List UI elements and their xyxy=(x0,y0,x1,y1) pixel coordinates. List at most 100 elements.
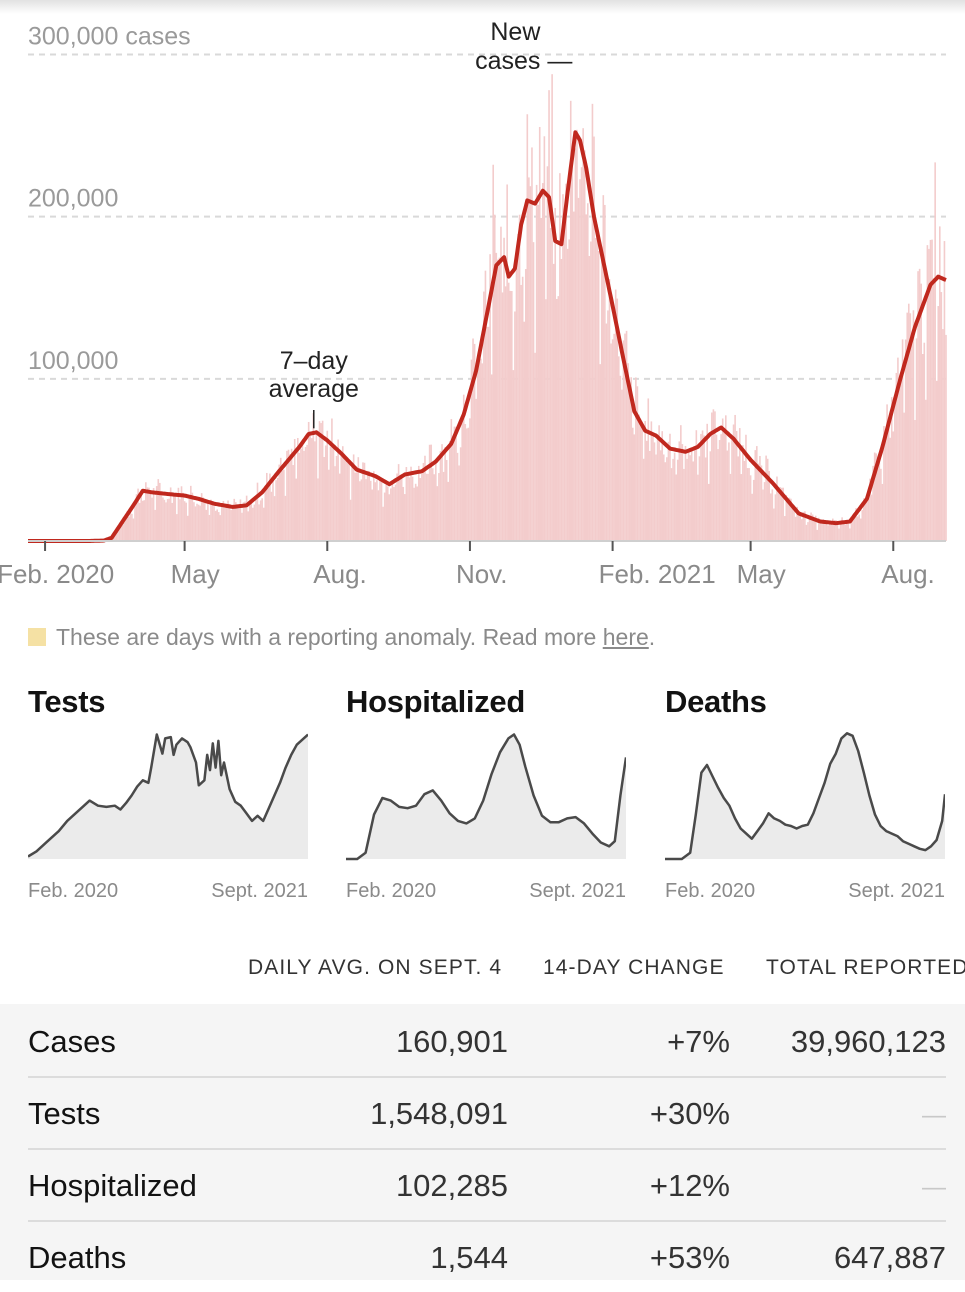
daily-case-bar xyxy=(544,136,546,541)
average-label: 7–day xyxy=(280,347,349,375)
daily-case-bar xyxy=(753,480,755,541)
daily-case-bar xyxy=(215,511,217,541)
daily-case-bar xyxy=(213,506,215,541)
daily-case-bar xyxy=(590,242,592,541)
new-cases-label: cases — xyxy=(475,47,572,75)
x-tick-label: Aug. xyxy=(313,559,367,589)
daily-case-bar xyxy=(392,484,394,541)
daily-case-bar xyxy=(130,512,132,541)
daily-case-bar xyxy=(728,442,730,541)
daily-case-bar xyxy=(249,504,251,541)
daily-case-bar xyxy=(892,431,894,541)
daily-case-bar xyxy=(547,166,549,541)
daily-case-bar xyxy=(390,488,392,541)
daily-case-bar xyxy=(703,435,705,541)
table-row-hospitalized: Hospitalized 102,285 +12% — xyxy=(28,1148,946,1222)
daily-case-bar xyxy=(723,431,725,541)
daily-case-bar xyxy=(520,285,522,541)
daily-case-bar xyxy=(320,423,322,541)
daily-case-bar xyxy=(260,500,262,541)
table-row-cases: Cases 160,901 +7% 39,960,123 xyxy=(28,1004,946,1078)
daily-case-bar xyxy=(709,451,711,541)
daily-case-bar xyxy=(610,343,612,541)
daily-case-bar xyxy=(348,463,350,541)
daily-case-bar xyxy=(770,493,772,541)
daily-case-bar xyxy=(173,496,175,541)
deaths-end-label: Sept. 2021 xyxy=(848,880,945,903)
daily-case-bar xyxy=(677,460,679,541)
daily-case-bar xyxy=(652,437,654,541)
y-tick-label: 300,000 cases xyxy=(28,22,191,50)
daily-case-bar xyxy=(402,487,404,541)
daily-case-bar xyxy=(665,462,667,541)
daily-case-bar xyxy=(356,472,358,541)
daily-case-bar xyxy=(513,370,515,541)
daily-case-bar xyxy=(195,506,197,541)
daily-case-bar xyxy=(691,450,693,541)
daily-case-bar xyxy=(866,498,868,541)
daily-case-bar xyxy=(185,503,187,541)
col-header-daily-avg: DAILY AVG. ON SEPT. 4 xyxy=(248,956,502,980)
daily-case-bar xyxy=(153,488,155,541)
daily-case-bar xyxy=(620,376,622,541)
daily-case-bar xyxy=(731,439,733,541)
daily-case-bar xyxy=(182,493,184,541)
daily-case-bar xyxy=(854,516,856,541)
daily-case-bar xyxy=(486,327,488,541)
hospitalized-title: Hospitalized xyxy=(346,684,626,720)
new-cases-label: New xyxy=(490,18,541,46)
daily-case-bar xyxy=(882,484,884,541)
daily-case-bar xyxy=(409,477,411,541)
daily-case-bar xyxy=(278,465,280,541)
daily-case-bar xyxy=(502,292,504,541)
tests-mini-chart: Tests Feb. 2020 Sept. 2021 xyxy=(28,684,308,914)
daily-case-bar xyxy=(475,399,477,541)
daily-case-bar xyxy=(427,474,429,541)
daily-case-bar xyxy=(362,462,364,541)
daily-case-bar xyxy=(582,128,584,541)
tests-title: Tests xyxy=(28,684,308,720)
daily-case-bar xyxy=(720,434,722,541)
daily-case-bar xyxy=(184,501,186,541)
daily-case-bar xyxy=(258,504,260,541)
daily-case-bar xyxy=(378,490,380,541)
daily-case-bar xyxy=(250,499,252,541)
daily-case-bar xyxy=(934,162,936,541)
daily-case-bar xyxy=(370,481,372,541)
daily-case-bar xyxy=(801,519,803,541)
deaths-sparkline xyxy=(665,728,945,878)
read-more-link[interactable]: here xyxy=(603,624,649,650)
daily-case-bar xyxy=(879,459,881,541)
daily-case-bar xyxy=(491,374,493,541)
daily-case-bar xyxy=(692,461,694,541)
daily-case-bar xyxy=(331,418,333,541)
daily-case-bar xyxy=(809,517,811,541)
daily-case-bar xyxy=(581,167,583,541)
daily-case-bar xyxy=(199,506,201,541)
daily-case-bar xyxy=(466,428,468,541)
daily-case-bar xyxy=(758,464,760,541)
daily-avg-value: 1,548,091 xyxy=(370,1096,508,1132)
daily-case-bar xyxy=(568,239,570,541)
daily-case-bar xyxy=(147,487,149,541)
daily-case-bar xyxy=(325,446,327,541)
daily-case-bar xyxy=(787,502,789,541)
daily-case-bar xyxy=(737,456,739,541)
daily-case-bar xyxy=(340,456,342,541)
daily-case-bar xyxy=(762,490,764,541)
tests-start-label: Feb. 2020 xyxy=(28,880,118,903)
daily-case-bar xyxy=(443,472,445,541)
x-tick-label: Aug. xyxy=(881,559,935,589)
daily-case-bar xyxy=(506,184,508,541)
daily-case-bar xyxy=(496,253,498,541)
daily-case-bar xyxy=(423,463,425,541)
daily-case-bar xyxy=(277,478,279,541)
daily-case-bar xyxy=(282,471,284,541)
daily-case-bar xyxy=(311,438,313,541)
daily-case-bar xyxy=(454,427,456,541)
anomaly-note: These are days with a reporting anomaly.… xyxy=(28,624,655,651)
daily-case-bar xyxy=(252,508,254,541)
daily-case-bar xyxy=(913,310,915,541)
deaths-title: Deaths xyxy=(665,684,945,720)
daily-case-bar xyxy=(686,459,688,541)
